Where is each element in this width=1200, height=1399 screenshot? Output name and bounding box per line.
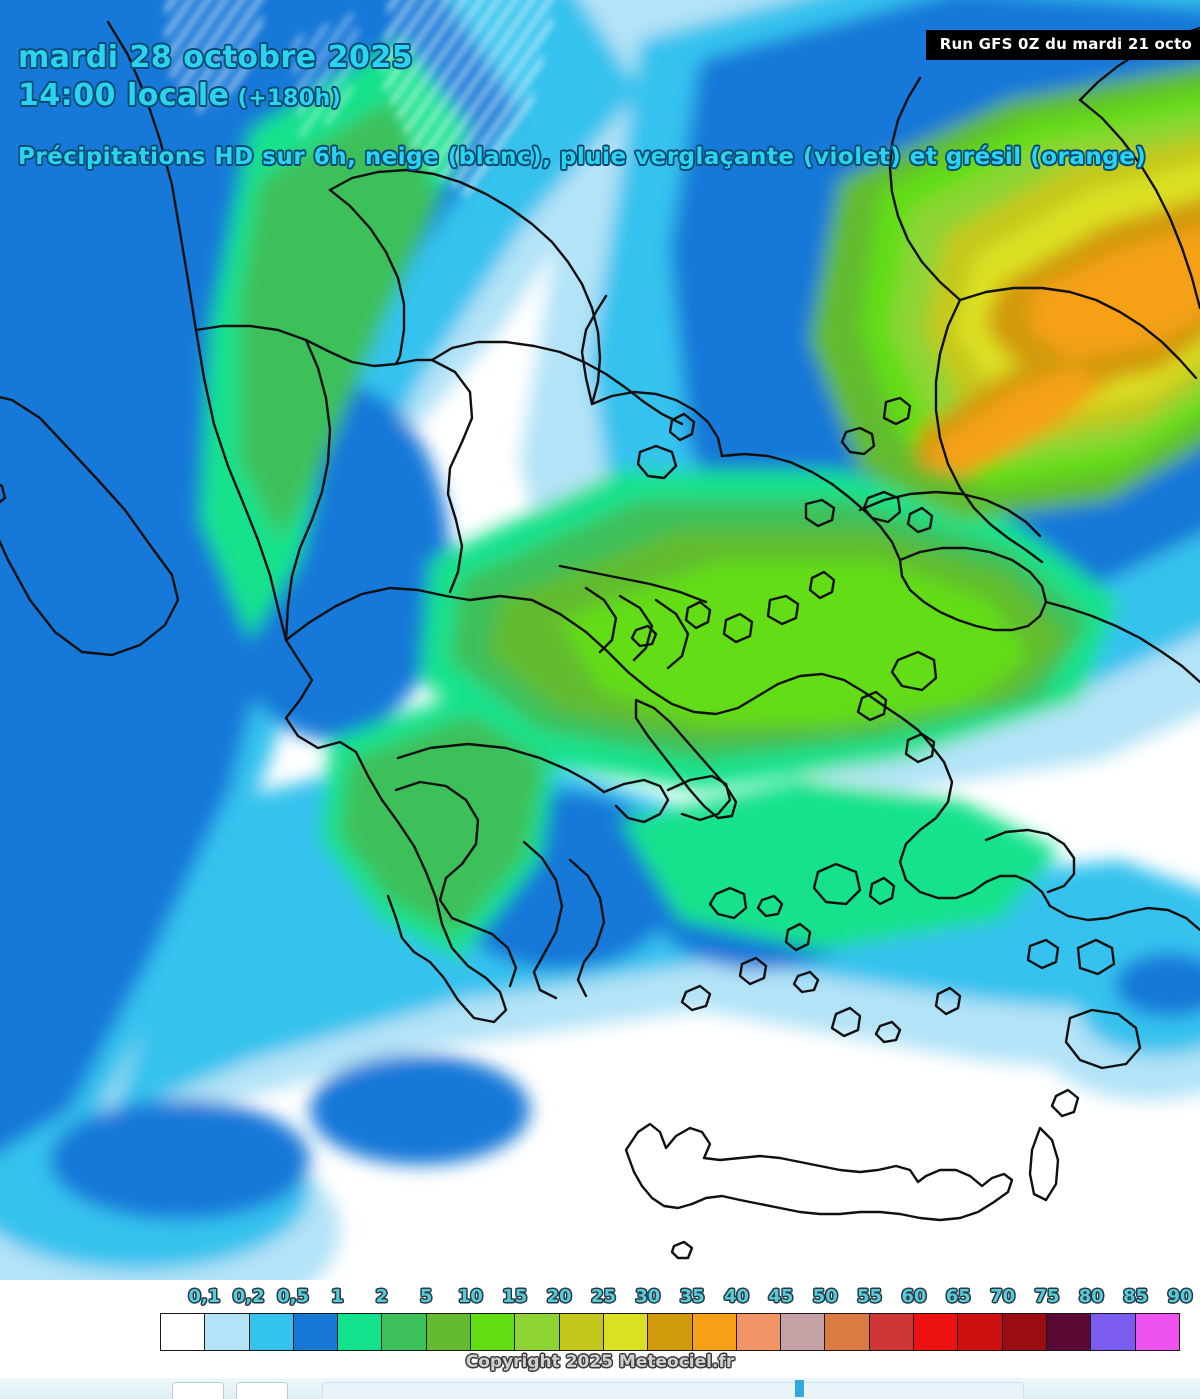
precipitation-map[interactable]: mardi 28 octobre 2025 14:00 locale (+180… bbox=[0, 0, 1200, 1280]
colorbar-swatch bbox=[293, 1314, 339, 1350]
forecast-date-label: mardi 28 octobre 2025 bbox=[18, 40, 414, 75]
colorbar-tick-label: 0,2 bbox=[232, 1286, 265, 1307]
colorbar-tick-label: 85 bbox=[1123, 1286, 1149, 1307]
colorbar-tick-label: 45 bbox=[768, 1286, 794, 1307]
colorbar-swatch bbox=[382, 1314, 427, 1350]
colorbar-tick-label: 2 bbox=[375, 1286, 388, 1307]
colorbar-swatch bbox=[914, 1314, 959, 1350]
colorbar-swatch bbox=[736, 1314, 782, 1350]
colorbar-swatch bbox=[559, 1314, 604, 1350]
colorbar-tick-label: 0,1 bbox=[188, 1286, 221, 1307]
colorbar-swatch bbox=[869, 1314, 915, 1350]
colorbar-swatch bbox=[648, 1314, 693, 1350]
colorbar-swatch bbox=[603, 1314, 649, 1350]
colorbar-tick-labels: 0,1 0,2 0,5 1 2 5 10 15 20 25 30 35 40 45 50 55 60 65 70 75… bbox=[160, 1286, 1192, 1312]
colorbar-tick-label: 20 bbox=[546, 1286, 572, 1307]
colorbar-tick-label: 15 bbox=[502, 1286, 528, 1307]
model-run-banner: Run GFS 0Z du mardi 21 octo bbox=[925, 30, 1200, 60]
map-caption-label: Précipitations HD sur 6h, neige (blanc),… bbox=[18, 144, 1147, 170]
colorbar-swatch bbox=[1091, 1314, 1136, 1350]
chrome-text-caret bbox=[795, 1380, 804, 1397]
chrome-address-bar[interactable] bbox=[322, 1382, 1024, 1399]
colorbar-swatches bbox=[160, 1313, 1180, 1351]
colorbar-tick-label: 35 bbox=[679, 1286, 705, 1307]
colorbar-swatch bbox=[958, 1314, 1003, 1350]
colorbar-tick-label: 10 bbox=[457, 1286, 483, 1307]
colorbar-swatch bbox=[1046, 1314, 1092, 1350]
model-run-text: Run GFS 0Z du mardi 21 octo bbox=[939, 35, 1192, 53]
colorbar-tick-label: 80 bbox=[1078, 1286, 1104, 1307]
colorbar-tick-label: 55 bbox=[857, 1286, 883, 1307]
colorbar-tick-label: 5 bbox=[419, 1286, 433, 1307]
precipitation-colorbar: 0,1 0,2 0,5 1 2 5 10 15 20 25 30 35 40 45 50 55 60 65 70 75… bbox=[0, 1280, 1200, 1375]
colorbar-tick-label: 0,5 bbox=[277, 1286, 309, 1307]
colorbar-swatch bbox=[338, 1314, 383, 1350]
colorbar-swatch bbox=[692, 1314, 737, 1350]
colorbar-swatch bbox=[205, 1314, 250, 1350]
colorbar-swatch bbox=[471, 1314, 516, 1350]
colorbar-tick-label: 70 bbox=[990, 1286, 1016, 1307]
colorbar-swatch bbox=[825, 1314, 870, 1350]
coastline-borders bbox=[0, 20, 1200, 1260]
chrome-button-right[interactable] bbox=[236, 1382, 288, 1399]
forecast-time-value: 14:00 locale bbox=[18, 78, 230, 113]
snow-hatching-overlay bbox=[165, 0, 558, 200]
colorbar-swatch bbox=[426, 1314, 472, 1350]
colorbar-tick-label: 30 bbox=[635, 1286, 661, 1307]
colorbar-swatch bbox=[1135, 1314, 1179, 1350]
colorbar-tick-label: 1 bbox=[331, 1286, 344, 1307]
colorbar-swatch bbox=[1002, 1314, 1047, 1350]
colorbar-tick-label: 90 bbox=[1167, 1286, 1193, 1307]
colorbar-swatch bbox=[781, 1314, 826, 1350]
colorbar-tick-label: 75 bbox=[1034, 1286, 1060, 1307]
colorbar-tick-label: 50 bbox=[812, 1286, 838, 1307]
colorbar-tick-label: 40 bbox=[723, 1286, 750, 1307]
forecast-offset-value: (+180h) bbox=[229, 86, 342, 111]
chrome-button-left[interactable] bbox=[172, 1382, 224, 1399]
colorbar-swatch bbox=[515, 1314, 560, 1350]
colorbar-tick-label: 65 bbox=[945, 1286, 971, 1307]
map-canvas bbox=[0, 0, 1200, 1280]
colorbar-swatch bbox=[161, 1314, 206, 1350]
browser-bottom-chrome bbox=[0, 1378, 1200, 1399]
forecast-time-label: 14:00 locale (+180h) bbox=[18, 78, 341, 113]
copyright-notice: Copyright 2025 Meteociel.fr bbox=[465, 1352, 735, 1372]
colorbar-tick-label: 25 bbox=[590, 1286, 616, 1307]
colorbar-tick-label: 60 bbox=[901, 1286, 927, 1307]
colorbar-swatch bbox=[249, 1314, 294, 1350]
precipitation-field bbox=[0, 0, 1200, 1280]
